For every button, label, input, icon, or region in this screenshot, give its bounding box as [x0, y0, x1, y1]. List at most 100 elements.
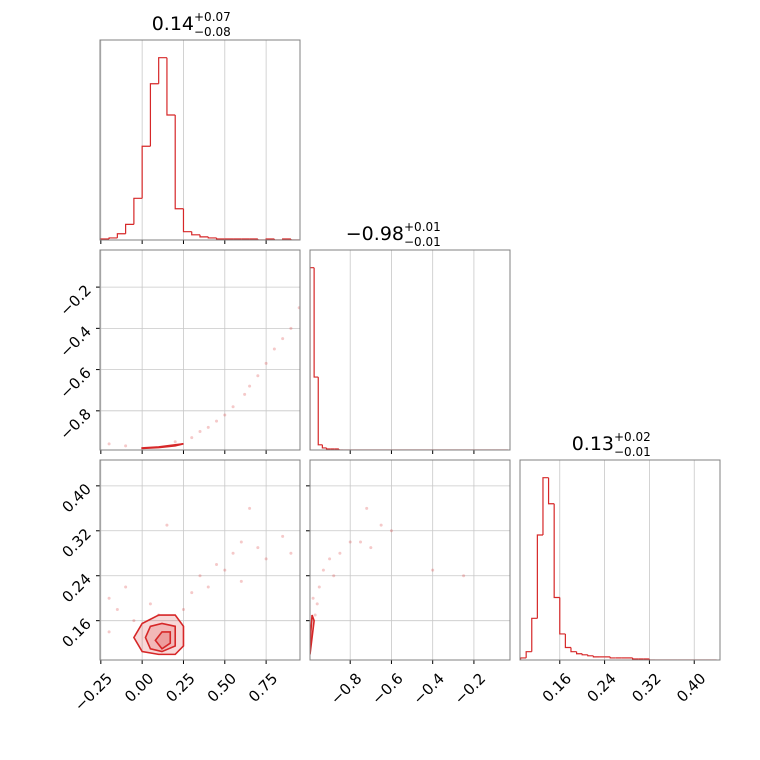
- scatter-point: [124, 444, 128, 448]
- scatter-point: [223, 413, 227, 417]
- scatter-point: [190, 436, 194, 440]
- hist-bin: [536, 534, 543, 619]
- scatter-point: [264, 361, 268, 365]
- hist-bin: [559, 597, 566, 635]
- hist-bin: [141, 145, 151, 199]
- panel-frame: [99, 249, 301, 451]
- panel-title: 0.14: [152, 13, 194, 35]
- x-tick-label: 0.24: [583, 670, 619, 706]
- title-plus: +0.07: [194, 10, 231, 24]
- y-tick-label: 0.40: [58, 480, 94, 516]
- hist-bin: [321, 444, 327, 449]
- x-tick-label: −0.8: [327, 670, 365, 708]
- panel-frame: [99, 459, 301, 661]
- scatter-point: [190, 591, 194, 595]
- x-tick-label: −0.6: [368, 670, 406, 708]
- scatter-point: [317, 585, 321, 589]
- hist-bin: [191, 231, 200, 236]
- hist-bin: [553, 503, 560, 599]
- scatter-point: [338, 551, 342, 555]
- hist-bin: [116, 233, 126, 238]
- scatter-point: [379, 523, 383, 527]
- plot-area: [100, 57, 300, 240]
- scatter-point: [107, 596, 111, 600]
- scatter-point: [239, 540, 243, 544]
- hist-bin: [648, 658, 656, 660]
- x-tick-label: 0.50: [204, 670, 240, 706]
- scatter-point: [231, 551, 235, 555]
- y-tick-label: −0.8: [56, 405, 94, 443]
- contour: [141, 443, 184, 450]
- hist-bin: [273, 238, 283, 240]
- scatter-point: [165, 523, 169, 527]
- hist-bin: [525, 651, 532, 658]
- scatter-point: [181, 607, 185, 611]
- y-tick-label: −0.6: [56, 364, 94, 402]
- title-minus: −0.01: [614, 445, 651, 459]
- hist-bin: [108, 237, 118, 239]
- scatter-point: [462, 574, 466, 578]
- hist-bin: [182, 208, 192, 233]
- scatter-point: [311, 596, 315, 600]
- hist-bin: [199, 234, 209, 238]
- panel-frame: [309, 249, 511, 451]
- scatter-point: [365, 506, 369, 510]
- scatter-point: [206, 585, 210, 589]
- plot-area: [310, 506, 466, 655]
- title-minus: −0.01: [404, 235, 441, 249]
- contour: [310, 614, 315, 655]
- y-tick-label: 0.32: [58, 525, 94, 561]
- hist-bin: [547, 477, 555, 505]
- scatter-point: [107, 630, 111, 634]
- hist-bin: [542, 477, 549, 535]
- x-tick-label: 0.25: [162, 670, 198, 706]
- y-tick-label: 0.16: [58, 615, 94, 651]
- plot-area: [310, 267, 508, 450]
- scatter-point: [223, 568, 227, 572]
- scatter-point: [148, 602, 152, 606]
- scatter-point: [289, 551, 293, 555]
- scatter-point: [256, 374, 260, 378]
- scatter-point: [297, 306, 300, 310]
- scatter-point: [256, 546, 260, 550]
- scatter-point: [359, 540, 363, 544]
- hist-bin: [290, 238, 300, 240]
- hist-bin: [592, 655, 599, 658]
- hist-bin: [317, 377, 323, 446]
- hist-bin: [215, 237, 225, 240]
- hist-bin: [133, 197, 143, 225]
- scatter-point: [281, 337, 285, 341]
- scatter-point: [107, 442, 111, 446]
- scatter-point: [132, 619, 136, 623]
- hist-bin: [570, 647, 577, 653]
- scatter-point: [215, 419, 219, 423]
- scatter-point: [272, 347, 276, 351]
- scatter-point: [332, 574, 336, 578]
- hist-bin: [257, 238, 267, 240]
- hist-bin: [581, 653, 588, 656]
- hist-bin: [632, 657, 639, 660]
- contour: [154, 631, 172, 650]
- title-plus: +0.02: [614, 430, 651, 444]
- scatter-point: [239, 579, 243, 583]
- scatter-point: [328, 557, 332, 561]
- hist-bin: [531, 617, 538, 652]
- x-tick-label: −0.2: [451, 670, 489, 708]
- scatter-point: [248, 384, 252, 388]
- scatter-point: [315, 602, 319, 606]
- scatter-point: [243, 392, 247, 396]
- plot-area: [520, 477, 717, 660]
- scatter-point: [124, 585, 128, 589]
- hist-bin: [609, 656, 616, 659]
- y-tick-label: −0.4: [56, 322, 94, 360]
- hist-bin: [575, 651, 583, 655]
- scatter-point: [313, 613, 317, 617]
- hist-bin: [174, 115, 184, 210]
- scatter-point: [264, 557, 268, 561]
- scatter-point: [281, 534, 285, 538]
- x-tick-label: 0.32: [628, 670, 664, 706]
- panel-title: 0.13: [572, 433, 614, 455]
- panel-frame: [519, 459, 721, 661]
- hist-bin: [564, 633, 571, 649]
- hist-bin: [587, 654, 594, 657]
